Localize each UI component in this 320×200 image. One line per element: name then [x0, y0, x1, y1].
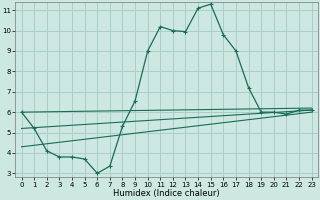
X-axis label: Humidex (Indice chaleur): Humidex (Indice chaleur)	[113, 189, 220, 198]
